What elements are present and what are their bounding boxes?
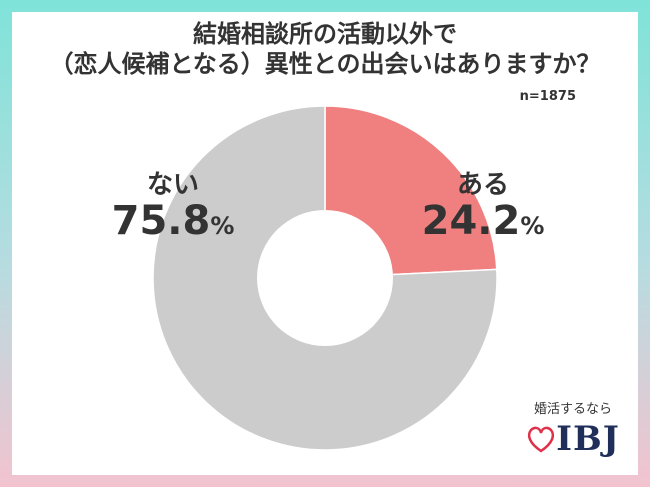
- donut-hole: [257, 210, 393, 346]
- label-aru-unit: %: [520, 212, 545, 240]
- label-nai-number: 75.8: [111, 198, 211, 244]
- label-nai: ない 75.8%: [108, 170, 238, 247]
- sample-size: n=1875: [519, 89, 576, 104]
- brand-logo: 婚活するなら IBJ: [518, 398, 628, 459]
- logo-row: IBJ: [518, 419, 628, 459]
- label-aru-value: 24.2%: [418, 200, 548, 247]
- brand-tagline: 婚活するなら: [533, 402, 612, 417]
- label-aru-name: ある: [456, 170, 509, 200]
- label-aru: ある 24.2%: [418, 170, 548, 247]
- chart-title: 結婚相談所の活動以外で （恋人候補となる）異性との出会いはありますか？: [0, 19, 650, 79]
- label-aru-number: 24.2: [421, 198, 521, 244]
- title-line-1: 結婚相談所の活動以外で: [193, 20, 457, 48]
- brand-logo-text: IBJ: [556, 419, 620, 459]
- label-nai-unit: %: [210, 212, 235, 240]
- heart-icon: [528, 426, 555, 453]
- slice-nai: [152, 105, 498, 451]
- label-nai-name: ない: [146, 170, 199, 200]
- label-nai-value: 75.8%: [108, 200, 238, 247]
- title-line-2: （恋人候補となる）異性との出会いはありますか？: [49, 50, 601, 78]
